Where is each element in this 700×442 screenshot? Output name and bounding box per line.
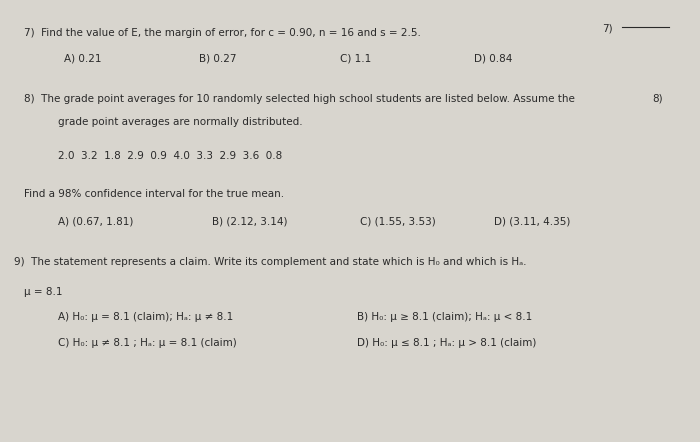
Text: D) H₀: μ ≤ 8.1 ; Hₐ: μ > 8.1 (claim): D) H₀: μ ≤ 8.1 ; Hₐ: μ > 8.1 (claim) xyxy=(357,338,536,348)
Text: C) H₀: μ ≠ 8.1 ; Hₐ: μ = 8.1 (claim): C) H₀: μ ≠ 8.1 ; Hₐ: μ = 8.1 (claim) xyxy=(57,338,237,348)
Text: Find a 98% confidence interval for the true mean.: Find a 98% confidence interval for the t… xyxy=(24,189,284,199)
Text: 2.0  3.2  1.8  2.9  0.9  4.0  3.3  2.9  3.6  0.8: 2.0 3.2 1.8 2.9 0.9 4.0 3.3 2.9 3.6 0.8 xyxy=(57,151,282,161)
Text: D) 0.84: D) 0.84 xyxy=(475,53,512,63)
Text: 7)  Find the value of E, the margin of error, for c = 0.90, n = 16 and s = 2.5.: 7) Find the value of E, the margin of er… xyxy=(24,28,421,38)
Text: 9)  The statement represents a claim. Write its complement and state which is H₀: 9) The statement represents a claim. Wri… xyxy=(14,257,526,267)
Text: D) (3.11, 4.35): D) (3.11, 4.35) xyxy=(494,217,571,227)
Text: 8)  The grade point averages for 10 randomly selected high school students are l: 8) The grade point averages for 10 rando… xyxy=(24,94,575,104)
Text: B) 0.27: B) 0.27 xyxy=(199,53,237,63)
Text: A) 0.21: A) 0.21 xyxy=(64,53,102,63)
Text: A) H₀: μ = 8.1 (claim); Hₐ: μ ≠ 8.1: A) H₀: μ = 8.1 (claim); Hₐ: μ ≠ 8.1 xyxy=(57,312,233,322)
Text: μ = 8.1: μ = 8.1 xyxy=(24,287,62,297)
Text: B) H₀: μ ≥ 8.1 (claim); Hₐ: μ < 8.1: B) H₀: μ ≥ 8.1 (claim); Hₐ: μ < 8.1 xyxy=(357,312,532,322)
Text: 7): 7) xyxy=(602,24,612,34)
Text: C) 1.1: C) 1.1 xyxy=(340,53,371,63)
Text: B) (2.12, 3.14): B) (2.12, 3.14) xyxy=(212,217,288,227)
Text: 8): 8) xyxy=(652,94,663,104)
Text: C) (1.55, 3.53): C) (1.55, 3.53) xyxy=(360,217,436,227)
Text: A) (0.67, 1.81): A) (0.67, 1.81) xyxy=(57,217,133,227)
Text: grade point averages are normally distributed.: grade point averages are normally distri… xyxy=(57,117,302,127)
